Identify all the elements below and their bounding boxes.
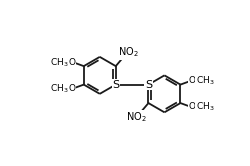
Text: CH$_3$: CH$_3$ (195, 75, 214, 87)
Text: O: O (188, 76, 195, 85)
Text: CH$_3$: CH$_3$ (195, 101, 214, 113)
Text: CH$_3$: CH$_3$ (50, 56, 68, 69)
Text: NO$_2$: NO$_2$ (125, 110, 146, 124)
Text: O: O (68, 84, 75, 93)
Text: CH$_3$: CH$_3$ (50, 82, 68, 95)
Text: NO$_2$: NO$_2$ (117, 45, 138, 59)
Text: S: S (112, 80, 119, 90)
Text: O: O (68, 58, 75, 67)
Text: O: O (188, 102, 195, 111)
Text: S: S (144, 80, 152, 90)
